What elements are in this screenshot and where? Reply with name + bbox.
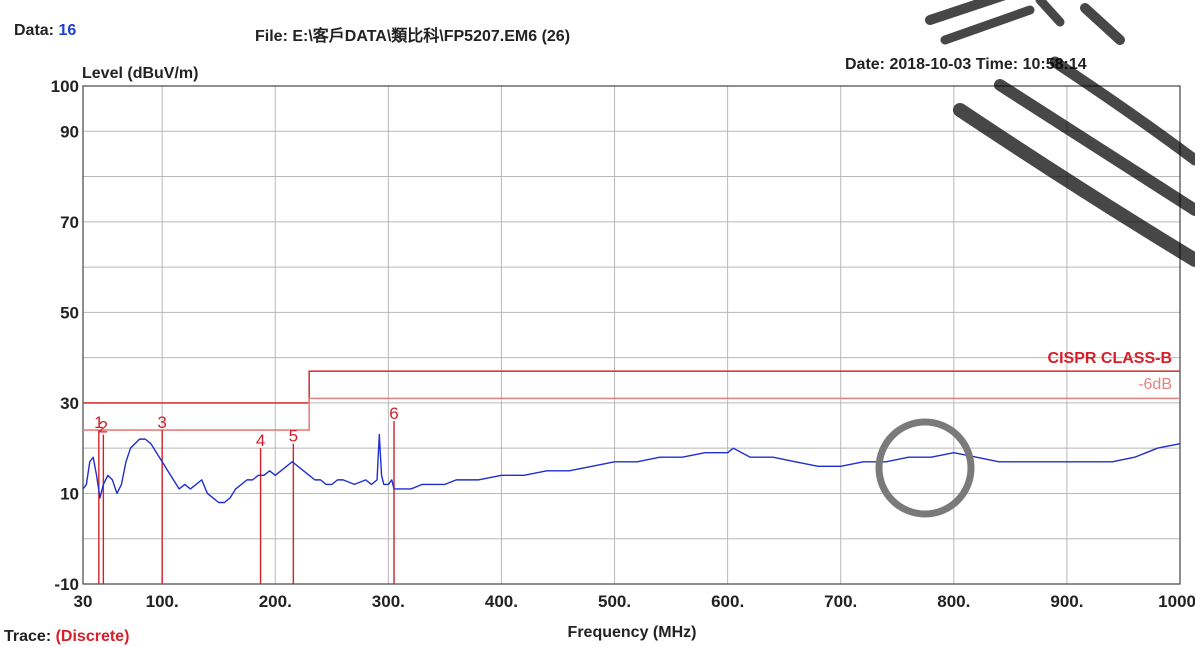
limit-line	[83, 370, 1180, 404]
date-time: Date: 2018-10-03 Time: 10:58:14	[845, 56, 1087, 73]
trace-line	[82, 433, 1181, 504]
y-tick-label: 70	[60, 213, 79, 232]
marker-label: 3	[157, 413, 166, 432]
x-tick-label: 200.	[259, 592, 292, 611]
plot-frame	[82, 85, 1181, 585]
y-tick-label: 30	[60, 394, 79, 413]
emission-trace	[82, 433, 1181, 504]
x-tick-label: 30	[74, 592, 93, 611]
marker-label: 1	[94, 413, 103, 432]
y-tick-label: 90	[60, 122, 79, 141]
x-tick-label: 800.	[937, 592, 970, 611]
highlight-circle	[875, 418, 975, 518]
limit-label: CISPR CLASS-B	[1048, 350, 1172, 367]
marker-label: 2	[99, 418, 108, 437]
x-axis-label: Frequency (MHz)	[568, 624, 697, 641]
x-tick-label: 600.	[711, 592, 744, 611]
stamp-watermark	[925, 0, 1195, 267]
file-path: File: E:\客戶DATA\類比科\FP5207.EM6 (26)	[255, 28, 571, 45]
peak-markers: 12 3 4 5 6	[94, 404, 399, 584]
margin-label: -6dB	[1138, 376, 1172, 393]
data-count-label: Data:	[14, 22, 55, 39]
x-tick-label: 100.	[146, 592, 179, 611]
x-tick-label: 700.	[824, 592, 857, 611]
y-tick-label: 50	[60, 303, 79, 322]
trace-value: (Discrete)	[55, 628, 130, 645]
x-tick-label: 500.	[598, 592, 631, 611]
grid	[82, 85, 1181, 585]
y-axis-label: Level (dBuV/m)	[82, 65, 198, 82]
data-count: Data: 16	[14, 22, 76, 40]
marker-label: 6	[389, 404, 398, 423]
x-tick-label: 300.	[372, 592, 405, 611]
trace-info: Trace: (Discrete)	[4, 628, 129, 646]
x-tick-label: 1000	[1158, 592, 1195, 611]
marker-label: 4	[256, 431, 265, 450]
y-tick-label: -10	[54, 575, 79, 594]
margin-line	[83, 397, 1180, 431]
data-count-value: 16	[58, 22, 77, 39]
annotations	[875, 0, 1195, 518]
x-tick-label: 400.	[485, 592, 518, 611]
marker-label: 5	[289, 427, 298, 446]
y-tick-label: 10	[60, 484, 79, 503]
trace-label: Trace:	[4, 628, 52, 645]
y-tick-label: 100	[51, 77, 79, 96]
limit-lines	[83, 370, 1180, 431]
x-tick-label: 900.	[1050, 592, 1083, 611]
